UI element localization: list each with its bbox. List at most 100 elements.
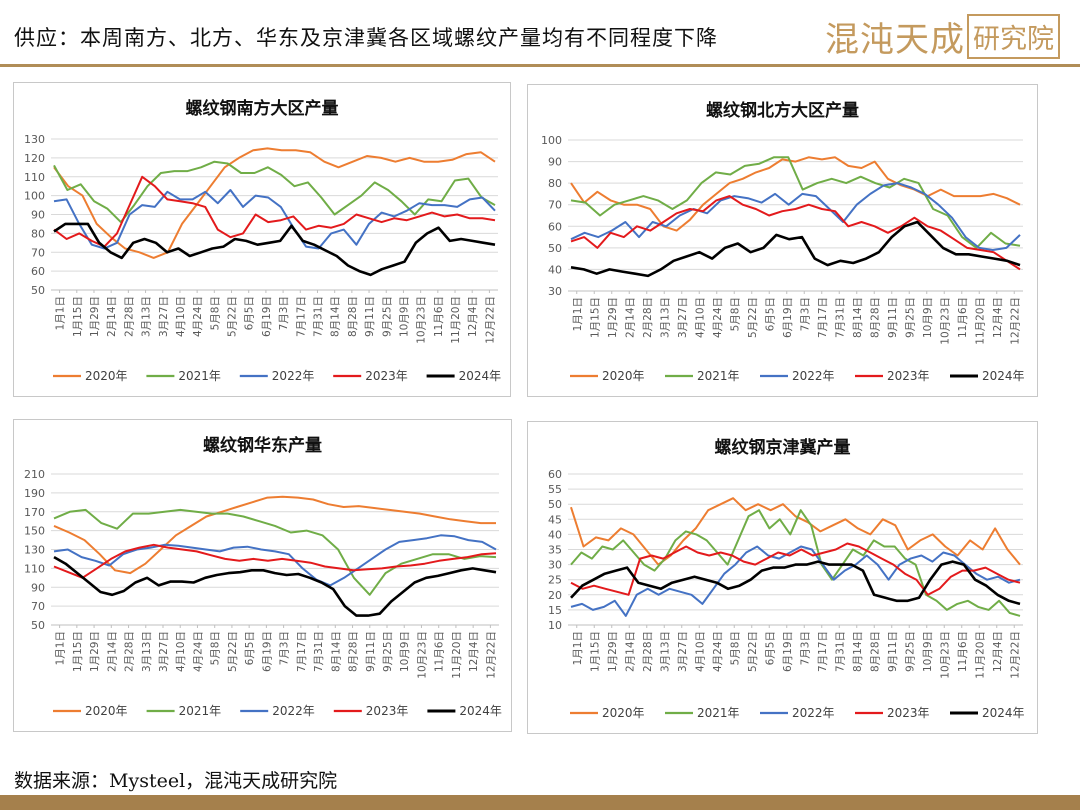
x-tick-label: 6月5日	[244, 296, 256, 330]
x-tick-label: 1月29日	[607, 297, 619, 338]
x-tick-label: 3月13日	[659, 631, 671, 672]
y-tick-label: 50	[548, 498, 562, 511]
x-tick-label: 10月23日	[939, 297, 951, 345]
legend-label: 2020年	[602, 706, 645, 720]
x-tick-label: 5月8日	[210, 631, 222, 665]
y-tick-label: 55	[548, 483, 562, 496]
x-tick-label: 7月17日	[817, 297, 829, 338]
y-tick-label: 150	[24, 525, 45, 538]
y-tick-label: 210	[24, 468, 45, 481]
y-tick-label: 90	[31, 581, 45, 594]
legend-label: 2021年	[697, 369, 740, 383]
brand-logo: 混沌天成 研究院	[825, 12, 1060, 61]
chart-title: 螺纹钢京津冀产量	[715, 437, 851, 458]
x-tick-label: 5月22日	[747, 297, 759, 338]
series-line-2024	[570, 560, 1021, 606]
x-tick-label: 9月25日	[904, 631, 916, 672]
x-tick-label: 10月9日	[922, 631, 934, 672]
x-tick-label: 11月20日	[974, 631, 986, 679]
x-tick-label: 6月19日	[261, 296, 273, 337]
x-tick-label: 6月19日	[261, 631, 273, 672]
y-tick-label: 90	[31, 209, 45, 222]
x-tick-label: 2月14日	[624, 631, 636, 672]
x-tick-label: 3月27日	[158, 296, 170, 337]
y-tick-label: 20	[548, 589, 562, 602]
x-tick-label: 2月28日	[124, 631, 136, 672]
legend-label: 2021年	[697, 706, 740, 720]
x-tick-label: 2月14日	[624, 297, 636, 338]
y-tick-label: 100	[541, 134, 562, 147]
legend-label: 2023年	[887, 706, 930, 720]
series-line-2020	[570, 497, 1021, 566]
legend-label: 2024年	[459, 704, 502, 718]
legend-label: 2020年	[85, 704, 128, 718]
x-tick-label: 6月5日	[764, 631, 776, 665]
x-tick-label: 4月10日	[175, 631, 187, 672]
chart-east: 螺纹钢华东产量 50 70 90 110 130 150 170 190 210 1月1日 1月15日…	[24, 435, 502, 718]
x-tick-label: 5月8日	[729, 297, 741, 331]
x-tick-label: 9月11日	[887, 631, 899, 672]
x-tick-label: 6月19日	[782, 631, 794, 672]
series-line-2023	[53, 543, 497, 579]
x-tick-label: 8月14日	[852, 631, 864, 672]
y-tick-label: 70	[548, 199, 562, 212]
x-tick-label: 11月20日	[451, 631, 463, 679]
x-tick-label: 4月24日	[192, 296, 204, 337]
legend-label: 2023年	[365, 369, 408, 383]
series-line-2023	[53, 175, 496, 248]
x-tick-label: 1月15日	[589, 297, 601, 338]
x-tick-label: 9月25日	[381, 296, 393, 337]
y-tick-label: 40	[548, 263, 562, 276]
y-tick-label: 90	[548, 156, 562, 169]
x-tick-label: 7月31日	[834, 631, 846, 672]
legend-label: 2022年	[792, 369, 835, 383]
x-tick-label: 11月6日	[434, 631, 446, 672]
series-line-2020	[570, 156, 1021, 232]
y-tick-label: 50	[31, 284, 45, 297]
x-tick-label: 6月5日	[244, 631, 256, 665]
series-line-2022	[570, 182, 1021, 251]
x-tick-label: 2月28日	[642, 631, 654, 672]
x-tick-label: 9月25日	[382, 631, 394, 672]
x-tick-label: 11月6日	[957, 631, 969, 672]
y-tick-label: 120	[24, 152, 45, 165]
legend-label: 2021年	[179, 704, 222, 718]
x-tick-label: 11月6日	[957, 297, 969, 338]
brand-name: 混沌天成	[825, 20, 965, 60]
series-line-2021	[53, 508, 497, 596]
x-tick-label: 7月3日	[278, 296, 290, 330]
legend-label: 2022年	[272, 704, 315, 718]
x-tick-label: 4月24日	[192, 631, 204, 672]
series-line-2020	[53, 495, 496, 575]
x-tick-label: 7月31日	[312, 296, 324, 337]
legend-label: 2022年	[272, 369, 315, 383]
x-tick-label: 3月27日	[677, 631, 689, 672]
series-line-2021	[53, 160, 496, 224]
chart-panel-south: 螺纹钢南方大区产量 50 60 70 80 90 100 110 120 130 1月1日 1月15日…	[13, 82, 511, 397]
x-tick-label: 12月4日	[992, 631, 1004, 672]
chart-north: 螺纹钢北方大区产量 30 40 50 60 70 80 90 100 1月1日 1月15日 1月29日…	[541, 100, 1025, 383]
y-tick-label: 30	[548, 559, 562, 572]
x-tick-label: 1月1日	[572, 631, 584, 665]
y-tick-label: 70	[31, 600, 45, 613]
x-tick-label: 4月10日	[694, 297, 706, 338]
legend-label: 2024年	[459, 369, 502, 383]
y-tick-label: 60	[548, 468, 562, 481]
x-tick-label: 8月28日	[347, 296, 359, 337]
series-line-2021	[570, 156, 1021, 249]
x-tick-label: 12月4日	[992, 297, 1004, 338]
x-tick-label: 7月31日	[313, 631, 325, 672]
series-line-2024	[570, 220, 1021, 278]
x-tick-label: 7月3日	[279, 631, 291, 665]
x-tick-label: 7月17日	[296, 631, 308, 672]
legend-label: 2024年	[982, 706, 1025, 720]
x-tick-label: 4月10日	[694, 631, 706, 672]
series-line-2023	[570, 195, 1021, 271]
legend-label: 2022年	[792, 706, 835, 720]
chart-panel-north: 螺纹钢北方大区产量 30 40 50 60 70 80 90 100 1月1日 1月15日 1月29日…	[527, 84, 1038, 397]
y-tick-label: 10	[548, 619, 562, 632]
x-tick-label: 3月13日	[659, 297, 671, 338]
x-tick-label: 8月28日	[869, 297, 881, 338]
series-line-2022	[570, 545, 1021, 617]
chart-panel-jjj: 螺纹钢京津冀产量 10 15 20 25 30 35 40 45 50 55 60 1月1日 1月15日 1…	[527, 421, 1038, 734]
